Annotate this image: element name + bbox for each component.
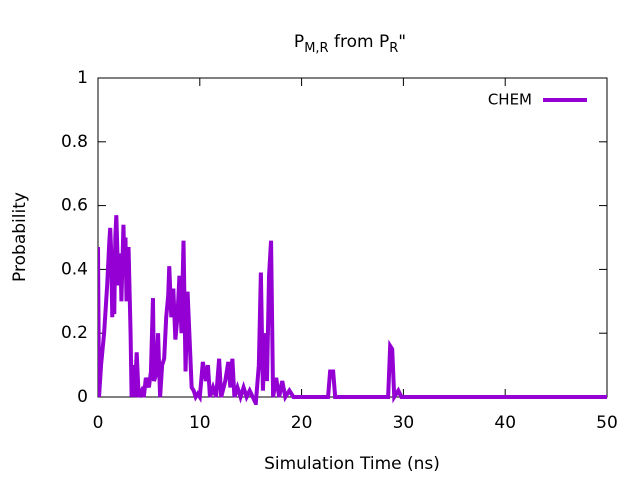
y-tick-label: 0.2 bbox=[61, 323, 88, 343]
x-tick-label: 20 bbox=[291, 413, 313, 433]
x-tick-label: 30 bbox=[393, 413, 415, 433]
y-tick-label: 0.6 bbox=[61, 196, 88, 216]
plot-border bbox=[97, 77, 608, 398]
y-tick-label: 1 bbox=[77, 68, 88, 88]
data-line bbox=[98, 215, 607, 405]
x-axis-label: Simulation Time (ns) bbox=[264, 454, 440, 474]
x-tick-label: 10 bbox=[189, 413, 211, 433]
x-tick-label: 50 bbox=[596, 413, 618, 433]
x-tick-label: 0 bbox=[93, 413, 104, 433]
y-tick-label: 0 bbox=[77, 387, 88, 407]
y-axis-label: Probability bbox=[10, 192, 30, 282]
legend-label: CHEM bbox=[488, 91, 532, 109]
y-tick-label: 0.4 bbox=[61, 259, 88, 279]
series-group bbox=[98, 215, 607, 405]
y-tick-label: 0.8 bbox=[61, 132, 88, 152]
x-tick-label: 40 bbox=[494, 413, 516, 433]
chart-title: PM,R from PR" bbox=[294, 32, 406, 56]
